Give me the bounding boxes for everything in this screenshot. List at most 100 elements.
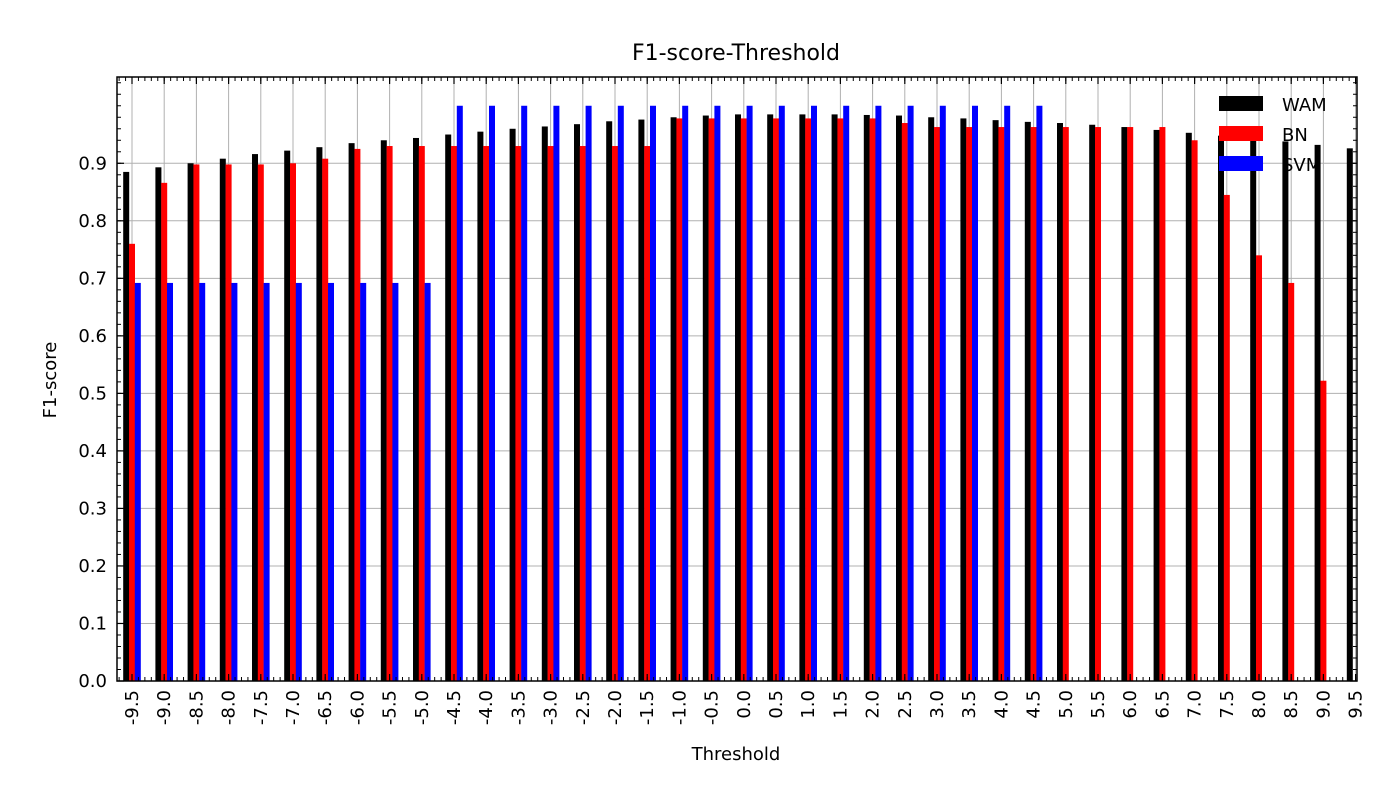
x-tick-label: -6.0 — [347, 690, 368, 725]
bars — [123, 105, 1353, 682]
bar-bn — [934, 127, 940, 681]
bar-bn — [515, 146, 522, 681]
x-tick-label: -1.0 — [669, 690, 690, 725]
bar-bn — [1062, 127, 1069, 681]
bar-wam — [541, 126, 548, 682]
bar-bn — [483, 146, 490, 681]
legend-label-svm: SVM — [1282, 155, 1321, 176]
legend-label-bn: BN — [1282, 125, 1308, 146]
x-tick-label: -4.0 — [476, 690, 497, 725]
bar-wam — [1314, 144, 1321, 681]
bar-wam — [1089, 124, 1096, 682]
y-tick-label: 0.1 — [78, 613, 107, 634]
x-tick-label: -1.5 — [637, 690, 658, 725]
bar-wam — [509, 128, 516, 681]
x-tick-label: -9.0 — [154, 690, 175, 725]
bar-wam — [477, 131, 484, 682]
bar-bn — [1095, 127, 1101, 681]
legend-label-wam: WAM — [1282, 95, 1327, 116]
bar-bn — [612, 146, 618, 681]
x-tick-label: 9.5 — [1346, 690, 1367, 719]
bar-wam — [992, 120, 999, 681]
bar-svm — [521, 105, 528, 681]
bar-wam — [606, 121, 613, 681]
y-tick-label: 0.4 — [78, 441, 107, 462]
x-tick-label: 9.0 — [1313, 690, 1334, 719]
bar-wam — [316, 147, 323, 681]
bar-wam — [1057, 123, 1063, 682]
bar-bn — [1288, 282, 1295, 681]
bar-svm — [714, 105, 721, 681]
x-tick-label: 4.0 — [991, 690, 1012, 719]
bar-wam — [1185, 132, 1192, 681]
x-tick-label: 5.5 — [1088, 690, 1109, 719]
legend: WAM BN SVM — [1219, 95, 1327, 176]
bar-svm — [360, 282, 367, 681]
bar-wam — [670, 117, 677, 682]
y-tick-label: 0.5 — [78, 383, 107, 404]
bar-wam — [735, 114, 741, 681]
bar-svm — [424, 282, 431, 681]
bar-bn — [869, 118, 876, 682]
x-tick-label: 3.0 — [927, 690, 948, 719]
bar-wam — [928, 117, 935, 682]
bar-wam — [1282, 141, 1289, 682]
bar-wam — [767, 114, 774, 681]
x-tick-label: -2.5 — [573, 690, 594, 725]
bar-svm — [231, 282, 238, 681]
bar-wam — [638, 119, 645, 681]
y-tick-labels: 0.0 0.1 0.2 0.3 0.4 0.5 0.6 0.7 0.8 0.9 — [78, 153, 107, 692]
bar-wam — [284, 150, 291, 681]
bar-wam — [413, 137, 419, 682]
bar-svm — [263, 282, 270, 681]
x-tick-label: -3.5 — [508, 690, 529, 725]
bar-svm — [811, 105, 817, 681]
x-tick-label: 7.5 — [1217, 690, 1238, 719]
bar-bn — [1030, 127, 1037, 681]
bar-svm — [650, 105, 656, 681]
x-tick-label: -7.5 — [251, 690, 272, 725]
bar-svm — [553, 105, 560, 681]
bar-bn — [708, 118, 715, 682]
x-tick-label: 6.5 — [1152, 690, 1173, 719]
bar-bn — [1256, 255, 1262, 682]
bar-bn — [322, 158, 329, 681]
x-tick-label: 5.0 — [1056, 690, 1077, 719]
bar-bn — [451, 146, 457, 681]
x-tick-label: 0.5 — [766, 690, 787, 719]
bar-svm — [199, 282, 206, 681]
bar-wam — [1121, 127, 1128, 681]
bar-bn — [1127, 127, 1134, 681]
bar-wam — [155, 167, 162, 681]
y-tick-label: 0.8 — [78, 211, 107, 232]
bar-wam — [1218, 135, 1224, 681]
bar-svm — [1004, 105, 1011, 681]
bar-bn — [257, 164, 264, 682]
x-tick-label: 3.5 — [959, 690, 980, 719]
bar-wam — [896, 115, 902, 681]
bar-svm — [939, 105, 946, 681]
bar-bn — [418, 146, 425, 681]
x-tick-label: -8.5 — [186, 690, 207, 725]
legend-swatch-svm — [1219, 156, 1263, 171]
x-tick-label: 2.5 — [895, 690, 916, 719]
bar-wam — [960, 118, 967, 682]
bar-bn — [1320, 380, 1327, 681]
bar-bn — [161, 182, 168, 681]
bar-bn — [837, 118, 844, 682]
x-tick-label: 0.0 — [734, 690, 755, 719]
bar-wam — [219, 158, 226, 681]
bar-bn — [805, 118, 812, 682]
x-tick-label: 2.0 — [863, 690, 884, 719]
bar-svm — [585, 105, 592, 681]
bar-wam — [1024, 121, 1031, 681]
bar-bn — [676, 118, 683, 682]
x-tick-label: -8.0 — [219, 690, 240, 725]
bar-bn — [354, 148, 361, 681]
bar-wam — [1153, 129, 1160, 682]
bar-wam — [187, 163, 194, 682]
x-tick-label: -6.5 — [315, 690, 336, 725]
bar-bn — [193, 164, 200, 682]
bar-svm — [778, 105, 785, 681]
